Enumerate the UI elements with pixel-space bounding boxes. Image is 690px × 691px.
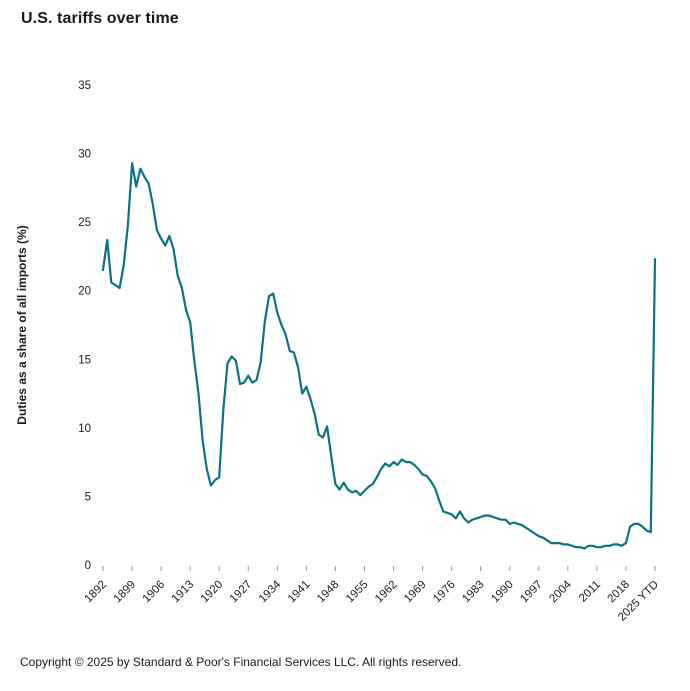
- x-axis-tick-label: 1997: [518, 579, 545, 606]
- x-axis-tick-label: 1955: [344, 579, 371, 606]
- tariff-rate-line: [101, 162, 657, 550]
- x-axis-tick-label: 1976: [431, 579, 458, 606]
- x-axis-tick-label: 1969: [402, 579, 429, 606]
- x-axis-tick-label: 1892: [83, 579, 110, 606]
- x-axis-tick-label: 1927: [228, 579, 255, 606]
- x-axis-tick-label: 1948: [315, 579, 342, 606]
- y-axis-title: Duties as a share of all imports (%): [15, 225, 29, 424]
- x-axis-tick-label: 1920: [199, 579, 226, 606]
- y-axis-tick-label: 10: [78, 423, 91, 435]
- x-axis-tick-label: 2011: [577, 579, 603, 605]
- y-axis-tick-label: 20: [78, 286, 91, 298]
- y-axis-tick-label: 35: [78, 80, 91, 92]
- x-axis-tick-label: 1906: [141, 579, 168, 606]
- y-axis-tick-label: 5: [85, 491, 91, 503]
- x-axis-tick-label: 1899: [112, 579, 139, 606]
- x-axis-tick-label: 2004: [547, 578, 574, 605]
- x-axis-tick-label: 2018: [605, 579, 632, 606]
- x-axis-tick-label: 1913: [170, 579, 197, 606]
- x-axis-tick-label: 1983: [460, 579, 487, 606]
- y-axis-tick-label: 25: [78, 217, 91, 229]
- y-axis-tick-label: 30: [78, 149, 91, 161]
- y-axis-tick-label: 15: [78, 354, 91, 366]
- x-axis-tick-label: 1941: [286, 579, 313, 606]
- x-axis-tick-label: 1934: [257, 578, 284, 605]
- copyright-notice: Copyright © 2025 by Standard & Poor's Fi…: [20, 655, 462, 669]
- y-axis-tick-label: 0: [85, 560, 91, 572]
- x-axis-tick-label: 1962: [373, 579, 400, 606]
- chart-title: U.S. tariffs over time: [21, 10, 179, 27]
- x-axis-tick-label: 1990: [489, 579, 516, 606]
